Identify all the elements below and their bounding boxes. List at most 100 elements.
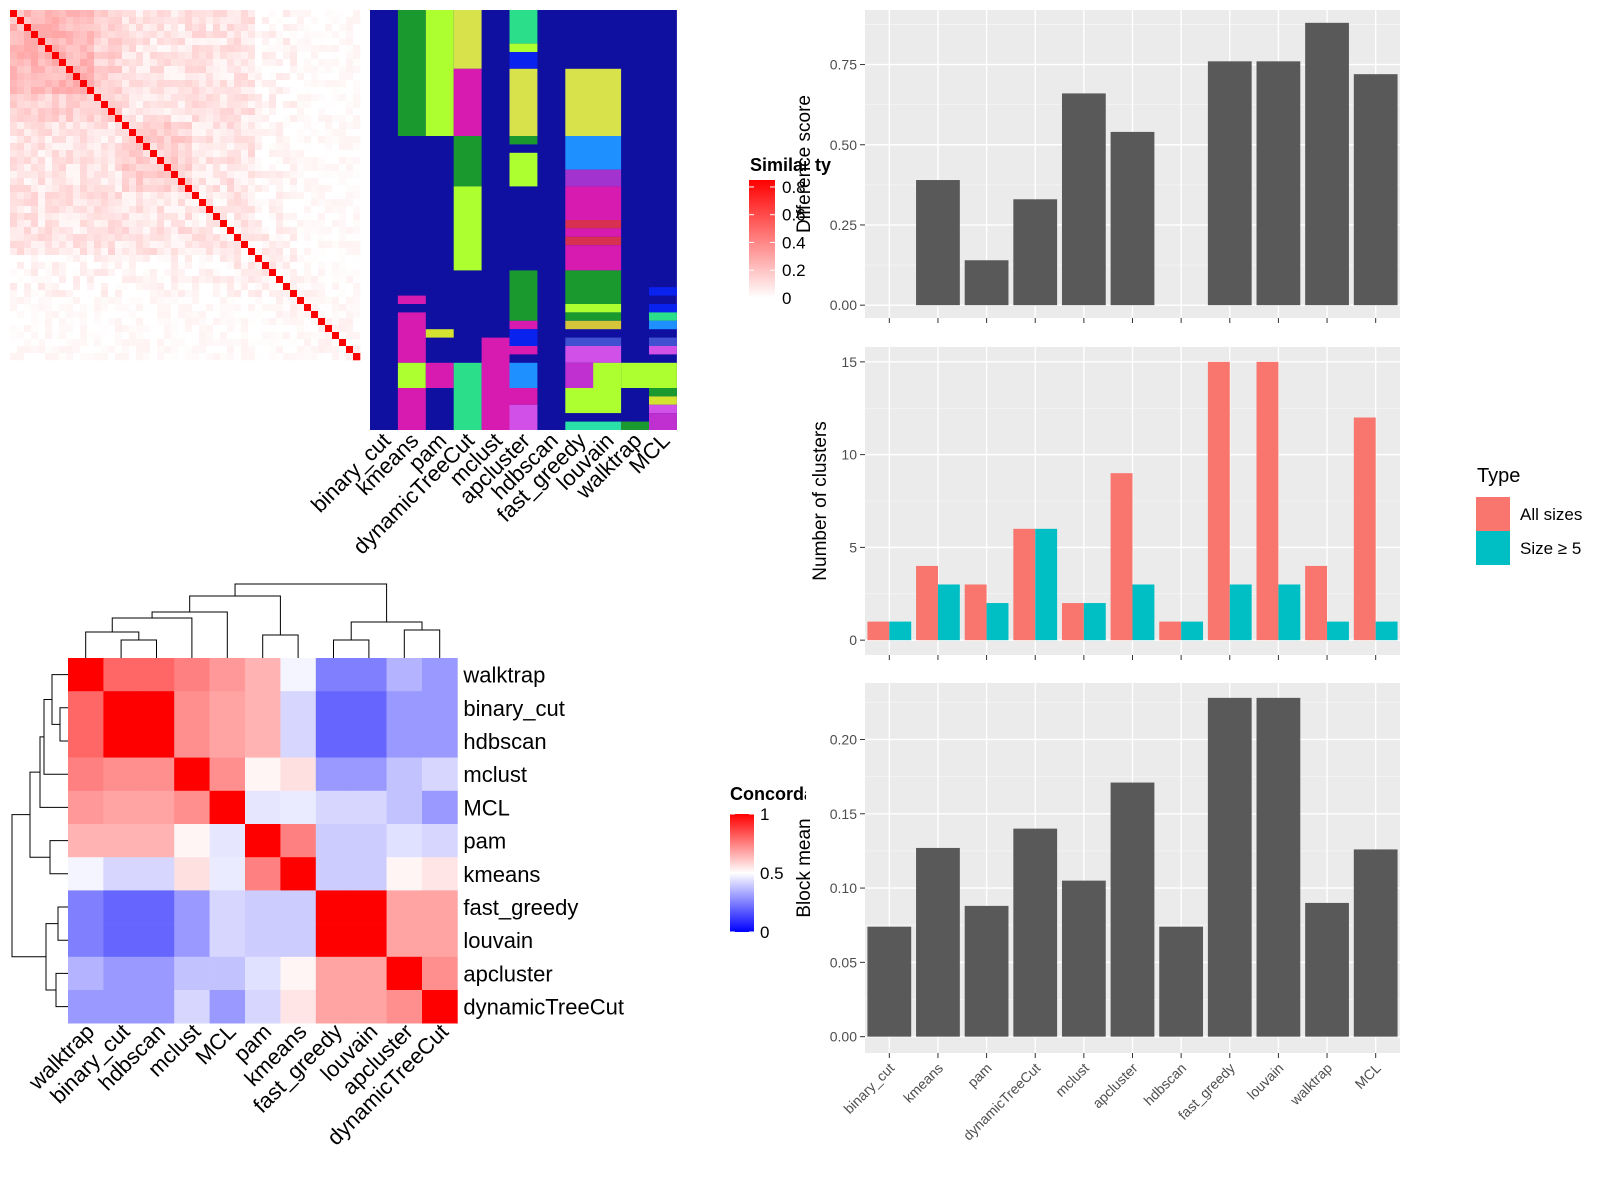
similarity-cell [136,52,144,60]
similarity-cell [150,164,158,172]
similarity-cell [255,143,263,151]
similarity-cell [164,269,172,277]
x-tick-label: hdbscan [1140,1060,1189,1109]
similarity-cell [150,150,158,158]
similarity-cell [318,73,326,81]
similarity-cell [52,73,60,81]
similarity-cell [115,66,123,74]
similarity-cell [52,122,60,130]
similarity-cell [122,290,130,298]
similarity-cell [283,318,291,326]
y-tick-label: 0.05 [830,954,857,970]
similarity-cell [115,318,123,326]
similarity-cell [325,80,333,88]
similarity-cell [143,304,151,312]
concordance-cell [174,890,210,924]
similarity-cell [283,185,291,193]
similarity-cell [206,241,214,249]
similarity-cell [101,94,109,102]
similarity-cell [297,241,305,249]
similarity-cell [59,150,67,158]
similarity-cell [206,332,214,340]
similarity-cell [227,311,235,319]
similarity-cell [353,227,361,235]
concordance-cell [386,757,423,792]
similarity-cell [283,17,291,25]
similarity-cell [248,31,256,39]
similarity-cell [346,234,354,242]
similarity-cell [178,269,186,277]
similarity-cell [339,24,347,32]
similarity-cell [346,45,354,53]
similarity-cell [220,241,228,249]
similarity-cell [339,157,347,165]
similarity-cell [150,108,158,116]
similarity-cell [178,136,186,144]
similarity-cell [129,255,137,263]
similarity-cell [143,164,151,172]
similarity-cell [108,234,116,242]
similarity-cell [10,178,18,186]
similarity-cell [38,122,46,130]
similarity-cell [101,339,109,347]
similarity-cell [94,164,102,172]
similarity-cell [157,59,165,67]
similarity-cell [290,101,298,109]
similarity-cell [353,353,361,361]
similarity-cell [115,220,123,228]
similarity-cell [297,10,305,18]
similarity-cell [150,192,158,200]
similarity-cell [178,325,186,333]
similarity-cell [59,290,67,298]
similarity-cell [178,94,186,102]
similarity-cell [262,10,270,18]
similarity-cell [283,178,291,186]
similarity-cell [94,318,102,326]
similarity-cell [59,269,67,277]
similarity-cell [199,164,207,172]
similarity-cell [87,157,95,165]
similarity-cell [150,297,158,305]
dendrogram-branch [189,595,281,635]
similarity-cell [311,318,319,326]
similarity-cell [318,129,326,137]
similarity-cell [220,290,228,298]
similarity-cell [346,17,354,25]
annotation-segment [453,10,482,69]
similarity-cell [108,346,116,354]
similarity-cell [332,17,340,25]
concordance-cell [245,691,281,725]
similarity-cell [234,241,242,249]
similarity-cell [269,129,277,137]
similarity-cell [80,199,88,207]
similarity-cell [353,220,361,228]
similarity-cell [325,94,333,102]
similarity-cell [276,129,284,137]
similarity-cell [304,31,312,39]
similarity-cell [248,234,256,242]
similarity-cell [185,290,193,298]
similarity-cell [66,199,74,207]
similarity-cell [101,290,109,298]
similarity-cell [10,262,18,270]
similarity-cell [10,248,18,256]
similarity-cell [220,332,228,340]
similarity-cell [164,143,172,151]
similarity-cell [185,318,193,326]
similarity-cell [10,31,18,39]
similarity-cell [17,318,25,326]
similarity-cell [325,192,333,200]
similarity-cell [178,185,186,193]
similarity-cell [164,325,172,333]
similarity-cell [185,136,193,144]
similarity-cell [17,353,25,361]
similarity-cell [213,297,221,305]
similarity-cell [325,206,333,214]
similarity-cell [73,206,81,214]
similarity-cell [171,45,179,53]
similarity-cell [248,171,256,179]
similarity-cell [38,80,46,88]
similarity-cell [73,10,81,18]
similarity-cell [325,143,333,151]
concordance-row-label: dynamicTreeCut [463,995,624,1020]
